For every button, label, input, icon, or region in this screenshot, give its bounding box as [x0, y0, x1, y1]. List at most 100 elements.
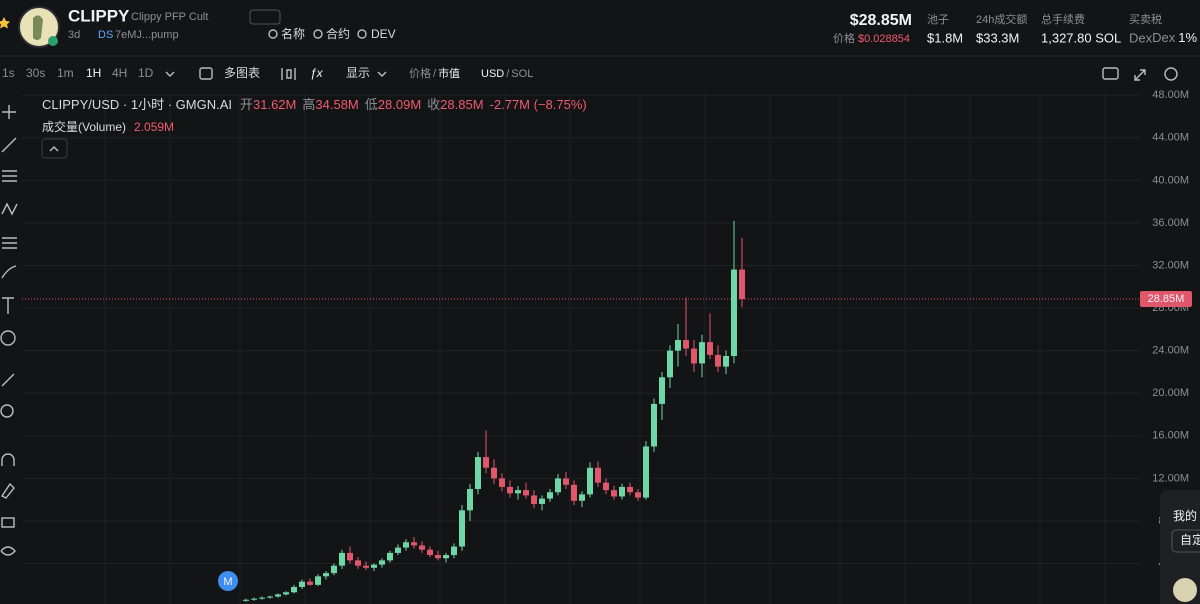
candle-body [339, 552, 345, 566]
contract-address[interactable]: 7eMJ...pump [115, 29, 179, 41]
candle-body [291, 586, 297, 593]
candle-body [363, 565, 369, 568]
candle-body [355, 560, 361, 566]
tool-lines[interactable] [2, 170, 17, 182]
tool-brush[interactable] [1, 265, 17, 279]
event-marker[interactable] [218, 571, 238, 591]
candle-body [347, 552, 353, 561]
interval-option[interactable]: 30s [26, 66, 45, 80]
currency-toggle[interactable]: USD / SOL [481, 68, 533, 80]
candle-body [675, 340, 681, 351]
stat-value: 1,327.80 SOL [1041, 30, 1121, 45]
high-value: 34.58M [315, 97, 358, 112]
tool-ruler[interactable] [1, 373, 15, 387]
icon [313, 29, 323, 39]
interval-option[interactable]: 4H [112, 66, 127, 80]
candle-body [411, 542, 417, 546]
separator: / [506, 68, 510, 80]
stat-label: 池子 [927, 13, 949, 26]
y-tick-label: 16.00M [1152, 430, 1189, 442]
event-marker-label: M [223, 576, 232, 588]
search-contract[interactable]: 合约 [326, 26, 350, 41]
icon[interactable] [281, 68, 296, 80]
tool-visibility[interactable] [0, 546, 16, 556]
interval-option[interactable]: 1s [2, 66, 15, 80]
volume-label: 成交量(Volume) [42, 119, 126, 134]
candle-body [603, 482, 609, 491]
tool-lock[interactable] [1, 517, 15, 528]
settings-button[interactable] [1164, 67, 1178, 81]
y-tick-label: 40.00M [1152, 174, 1189, 186]
multi-chart[interactable]: 多图表 [224, 66, 260, 80]
candle-body [723, 355, 729, 367]
y-tick-label: 32.00M [1152, 259, 1189, 271]
candle-body [459, 510, 465, 547]
y-tick-label: 48.00M [1152, 89, 1189, 101]
candle-body [715, 354, 721, 367]
display-menu[interactable]: 显示 [346, 66, 370, 80]
interval-option[interactable]: 1m [57, 66, 74, 80]
tool-text[interactable] [2, 297, 14, 314]
token-age: 3d [68, 29, 80, 41]
icon-fx[interactable]: ƒx [310, 66, 324, 80]
candle-body [643, 446, 649, 498]
chevron[interactable] [165, 71, 175, 77]
sol-option[interactable]: SOL [511, 68, 533, 80]
candle-body [315, 576, 321, 585]
search-name[interactable]: 名称 [281, 26, 305, 41]
candle-body [435, 555, 441, 559]
last-price-label: 28.85M [1148, 293, 1185, 305]
popup-button[interactable]: 自定 [1180, 532, 1200, 547]
popup-title: 我的 [1173, 508, 1197, 523]
tool-line[interactable] [1, 137, 17, 153]
tool-lock-draw[interactable] [0, 482, 15, 499]
candle-body [555, 478, 561, 493]
tool-pattern[interactable] [1, 202, 18, 216]
tool-fib[interactable] [2, 237, 17, 249]
icon [199, 67, 213, 80]
popup-button-frame[interactable] [1171, 529, 1200, 553]
candle-body [323, 573, 329, 577]
candle-body [331, 565, 337, 574]
usd-option[interactable]: USD [481, 68, 504, 80]
price-toggle[interactable]: 价格 / 市值 [409, 66, 460, 80]
tool-emoji[interactable] [0, 330, 16, 346]
market-cap: $28.85M [850, 12, 912, 29]
logo-art [33, 15, 43, 40]
candle-body [683, 340, 689, 349]
chart-title: CLIPPY/USD · 1小时 · GMGN.AI [42, 97, 232, 112]
interval-option[interactable]: 1H [86, 66, 101, 80]
mcap-option[interactable]: 市值 [438, 66, 460, 80]
avatar[interactable] [1173, 578, 1197, 602]
price-option[interactable]: 价格 [409, 66, 431, 80]
chevron[interactable] [377, 71, 387, 77]
candle-body [395, 547, 401, 553]
candle-body [283, 592, 289, 595]
separator: / [433, 68, 437, 80]
dev-link[interactable]: DEV [371, 27, 396, 41]
candle-body [451, 546, 457, 556]
candles [243, 220, 745, 602]
low-value: 28.09M [378, 97, 421, 112]
y-tick-label: 44.00M [1152, 132, 1189, 144]
candle-body [491, 467, 497, 479]
tool-crosshair[interactable] [2, 105, 16, 119]
open-label: 开 [240, 97, 253, 112]
fullscreen-button[interactable] [1134, 69, 1146, 81]
collapse-button[interactable] [41, 138, 68, 159]
candle-body [579, 494, 585, 501]
caret [49, 146, 59, 152]
tool-magnet[interactable] [1, 453, 15, 466]
interval-option[interactable]: 1D [138, 66, 154, 80]
stat-label: 24h成交额 [976, 12, 1027, 26]
screenshot-button[interactable] [1102, 67, 1119, 80]
candle-body [499, 478, 505, 487]
candle-body [707, 342, 713, 355]
favorite-star[interactable] [0, 17, 10, 29]
stat-value: $33.3M [976, 30, 1019, 45]
tool-zoom[interactable] [0, 404, 14, 418]
candle-body [307, 581, 313, 585]
candle-body [243, 599, 249, 601]
y-tick-label: 12.00M [1152, 472, 1189, 484]
